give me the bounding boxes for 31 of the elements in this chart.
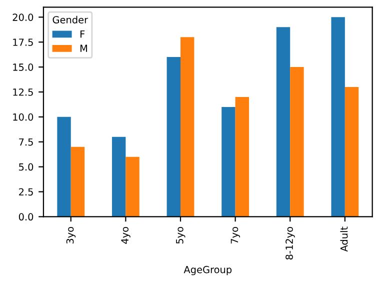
bar: [70, 146, 85, 217]
y-tick-label: 5.0: [19, 163, 34, 171]
x-tick-label: 3yo: [66, 226, 76, 244]
bar: [290, 67, 304, 217]
y-tick-label: 12.5: [13, 88, 33, 96]
x-tick-label: 4yo: [121, 226, 130, 244]
y-tick-label: 2.5: [19, 188, 33, 196]
x-tick-label: 7yo: [230, 226, 240, 244]
x-tick-label: 5yo: [176, 226, 186, 244]
legend-label: M: [80, 44, 87, 52]
bar: [112, 136, 126, 217]
x-tick-label: Adult: [340, 226, 348, 252]
y-tick-label: 17.5: [13, 38, 33, 46]
bar: [166, 57, 180, 217]
y-tick-label: 20.0: [12, 14, 34, 21]
bar: [180, 37, 194, 217]
legend-label: F: [80, 30, 85, 38]
y-tick-label: 7.5: [19, 138, 33, 146]
bar: [57, 116, 71, 217]
y-tick-label: 10.0: [13, 113, 34, 121]
y-tick-label: 15.0: [13, 64, 34, 71]
bar: [222, 106, 236, 217]
bar: [235, 96, 250, 217]
legend-title: Gender: [52, 16, 88, 24]
bar: [126, 156, 140, 217]
bar: [276, 27, 290, 217]
bar: [344, 86, 359, 217]
y-tick-label: 0.0: [18, 213, 34, 221]
bar: [331, 17, 345, 217]
x-axis-title: AgeGroup: [184, 266, 232, 276]
x-tick-label: 8-12yo: [286, 226, 295, 260]
